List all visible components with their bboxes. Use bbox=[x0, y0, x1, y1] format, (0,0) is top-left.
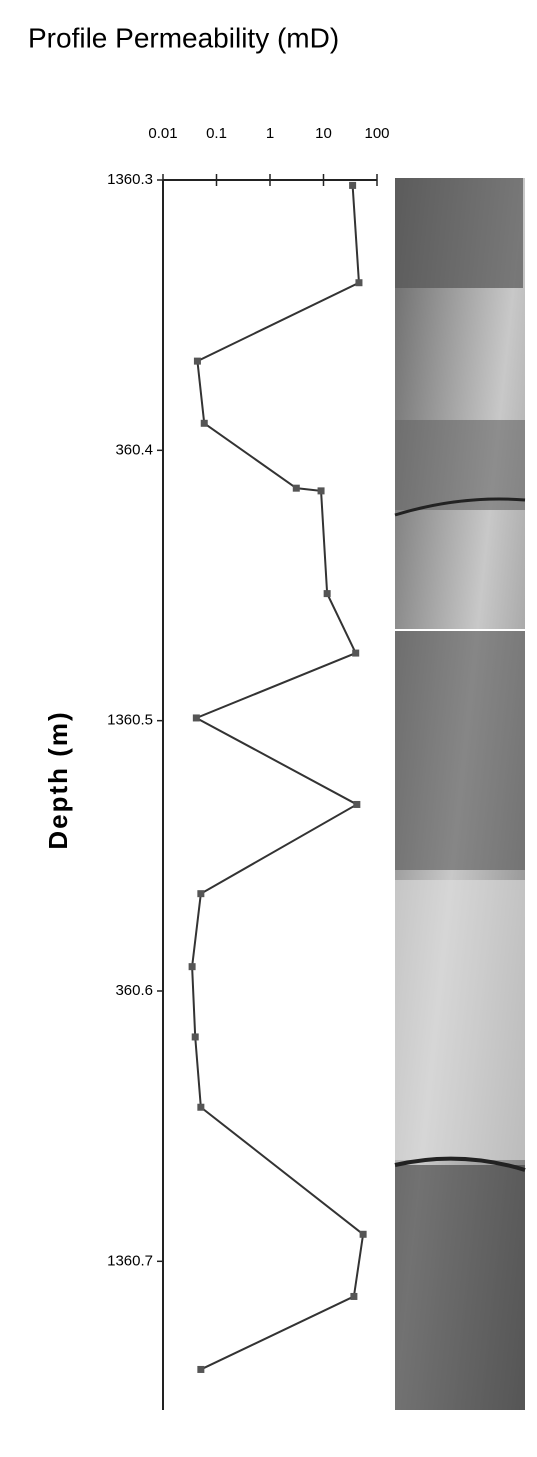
data-point bbox=[191, 1033, 199, 1041]
y-tick-label: 1360.3 bbox=[107, 171, 153, 188]
data-point bbox=[197, 1365, 205, 1373]
chart-title: Profile Permeability (mD) bbox=[28, 22, 339, 53]
x-tick-label: 0.01 bbox=[148, 125, 177, 142]
y-axis-label: Depth (m) bbox=[43, 710, 73, 849]
data-point bbox=[355, 279, 363, 287]
data-point bbox=[352, 649, 360, 657]
x-tick-label: 1 bbox=[266, 125, 274, 142]
data-point bbox=[192, 714, 200, 722]
data-point bbox=[323, 590, 331, 598]
data-point bbox=[197, 890, 205, 898]
data-point bbox=[188, 963, 196, 971]
data-point bbox=[193, 357, 201, 365]
data-point bbox=[359, 1230, 367, 1238]
data-line bbox=[191, 185, 365, 1371]
y-tick-label: 360.6 bbox=[115, 982, 153, 999]
data-point bbox=[353, 800, 361, 808]
y-tick-label: 360.4 bbox=[115, 441, 153, 458]
x-tick-label: 0.1 bbox=[206, 125, 227, 142]
data-point bbox=[292, 484, 300, 492]
data-point bbox=[200, 419, 208, 427]
data-point bbox=[317, 487, 325, 495]
y-tick-label: 1360.5 bbox=[107, 712, 153, 729]
y-tick-label: 1360.7 bbox=[107, 1252, 153, 1269]
data-point bbox=[350, 1292, 358, 1300]
x-tick-label: 100 bbox=[364, 125, 389, 142]
data-point bbox=[349, 181, 357, 189]
x-tick-label: 10 bbox=[315, 125, 332, 142]
data-point bbox=[197, 1103, 205, 1111]
core-photo bbox=[394, 178, 526, 1410]
